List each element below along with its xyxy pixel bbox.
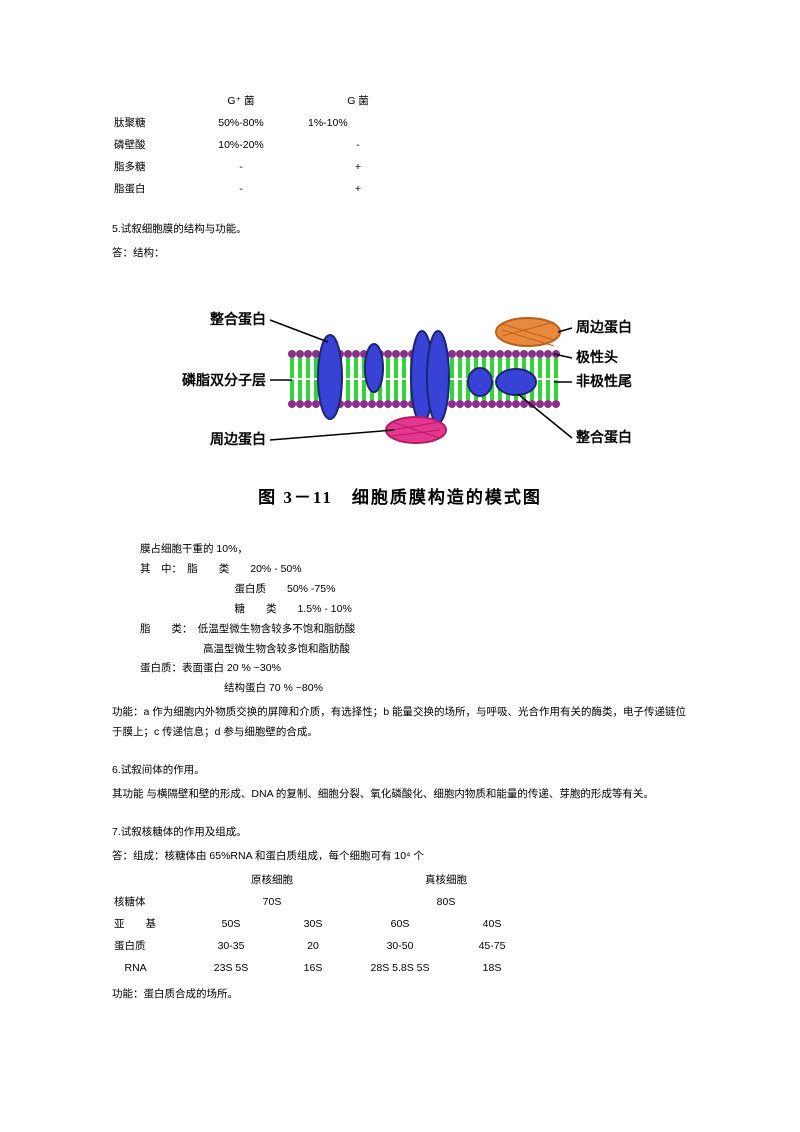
t7r2c0: 蛋白质 bbox=[114, 937, 194, 957]
t1r0c2: 1%-10% bbox=[308, 114, 418, 134]
t1r1c1: 10%-20% bbox=[186, 136, 306, 156]
t7r0c1: 70S bbox=[196, 893, 358, 913]
t7r1c0: 亚 基 bbox=[114, 915, 194, 935]
q5-b5: 高温型微生物含较多饱和脂肪酸 bbox=[140, 640, 688, 660]
t7r3c0: RNA bbox=[114, 959, 194, 979]
q6-body: 其功能 与横隔壁和壁的形成、DNA 的复制、细胞分裂、氧化磷酸化、细胞内物质和能… bbox=[112, 785, 688, 805]
q5-b3: 糖 类 1.5% - 10% bbox=[140, 600, 688, 620]
t1r0c1: 50%-80% bbox=[186, 114, 306, 134]
th-gminus: G 菌 bbox=[347, 95, 369, 107]
q5-b4: 脂 类： 低温型微生物含较多不饱和脂肪酸 bbox=[140, 620, 688, 640]
question-7: 7.试叙核糖体的作用及组成。 bbox=[112, 823, 688, 843]
q5-title: 试叙细胞膜的结构与功能。 bbox=[121, 223, 247, 235]
t1r1c0: 磷壁酸 bbox=[114, 136, 184, 156]
t1r3c0: 脂蛋白 bbox=[114, 180, 184, 200]
q7-ans: 答：组成：核糖体由 65%RNA 和蛋白质组成，每个细胞可有 10⁴ 个 bbox=[112, 847, 688, 867]
lbl-right-mid2: 非极性尾 bbox=[576, 373, 632, 390]
t7h1: 原核细胞 bbox=[196, 871, 358, 891]
lbl-right-mid1: 极性头 bbox=[576, 349, 618, 366]
t7r1c2: 30S bbox=[278, 915, 358, 935]
t1r2c0: 脂多糖 bbox=[114, 158, 184, 178]
t7r0c3: 80S bbox=[360, 893, 542, 913]
bacteria-table: G⁺ 菌 G 菌 肽聚糖50%-80%1%-10% 磷壁酸10%-20%- 脂多… bbox=[112, 90, 420, 202]
t7r1c1: 50S bbox=[196, 915, 276, 935]
q5-ans-prefix: 答：结构： bbox=[112, 244, 688, 264]
t7r2c4: 45-75 bbox=[452, 937, 542, 957]
t1r0c0: 肽聚糖 bbox=[114, 114, 184, 134]
lbl-left-top: 整合蛋白 bbox=[209, 311, 266, 328]
t7r1c4: 40S bbox=[452, 915, 542, 935]
q6-num: 6. bbox=[112, 764, 121, 776]
q5-num: 5. bbox=[112, 223, 121, 235]
t7r3c3: 28S 5.8S 5S bbox=[360, 959, 450, 979]
t1r3c1: - bbox=[186, 180, 306, 200]
lbl-left-bot: 周边蛋白 bbox=[210, 431, 266, 448]
t7h3: 真核细胞 bbox=[360, 871, 542, 891]
q7-func: 功能：蛋白质合成的场所。 bbox=[112, 985, 688, 1005]
q5-b0: 膜占细胞干重的 10%， bbox=[140, 540, 688, 560]
ribosome-table: 原核细胞 真核细胞 核糖体70S80S 亚 基50S30S60S40S 蛋白质3… bbox=[112, 869, 544, 981]
t1r2c1: - bbox=[186, 158, 306, 178]
t7r3c1: 23S 5S bbox=[196, 959, 276, 979]
q5-b2: 蛋白质 50% -75% bbox=[140, 580, 688, 600]
t7r2c2: 20 bbox=[278, 937, 358, 957]
q7-num: 7. bbox=[112, 826, 121, 838]
lbl-right-top: 周边蛋白 bbox=[576, 319, 632, 336]
question-6: 6.试叙间体的作用。 bbox=[112, 761, 688, 781]
lbl-right-bot: 整合蛋白 bbox=[575, 429, 632, 446]
q5-b6: 蛋白质：表面蛋白 20 % ~30% bbox=[140, 659, 688, 679]
t7r3c2: 16S bbox=[278, 959, 358, 979]
th-gplus: G⁺ 菌 bbox=[227, 95, 254, 107]
t1r1c2: - bbox=[308, 136, 418, 156]
t7r0c0: 核糖体 bbox=[114, 893, 194, 913]
t1r3c2: + bbox=[308, 180, 418, 200]
q7-title: 试叙核糖体的作用及组成。 bbox=[121, 826, 247, 838]
t1r2c2: + bbox=[308, 158, 418, 178]
question-5: 5.试叙细胞膜的结构与功能。 bbox=[112, 220, 688, 240]
t7r3c4: 18S bbox=[452, 959, 542, 979]
t7r1c3: 60S bbox=[360, 915, 450, 935]
q6-title: 试叙间体的作用。 bbox=[121, 764, 205, 776]
lbl-left-mid: 磷脂双分子层 bbox=[182, 372, 266, 389]
t7r2c3: 30-50 bbox=[360, 937, 450, 957]
figure-caption: 图 3－11 细胞质膜构造的模式图 bbox=[112, 482, 688, 514]
q5-b1: 其 中： 脂 类 20% - 50% bbox=[140, 560, 688, 580]
t7r2c1: 30-35 bbox=[196, 937, 276, 957]
q5-func: 功能：a 作为细胞内外物质交换的屏障和介质，有选择性；b 能量交换的场所，与呼吸… bbox=[112, 703, 688, 743]
membrane-figure: 整合蛋白 磷脂双分子层 周边蛋白 周边蛋白 极性头 非极性尾 整合蛋白 bbox=[112, 282, 688, 472]
q5-b7: 结构蛋白 70 % ~80% bbox=[140, 679, 688, 699]
